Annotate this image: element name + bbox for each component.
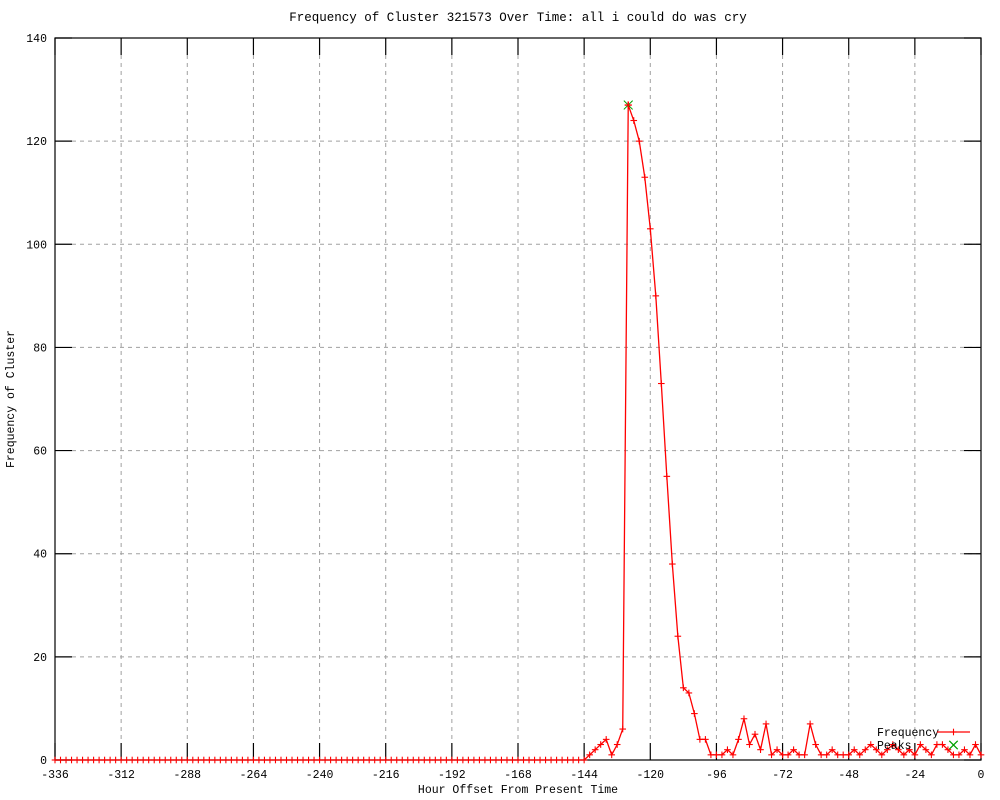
svg-text:100: 100 [26, 239, 47, 252]
svg-text:-96: -96 [706, 769, 727, 782]
svg-text:Frequency: Frequency [877, 727, 939, 740]
svg-text:-264: -264 [240, 769, 268, 782]
svg-text:-48: -48 [838, 769, 859, 782]
svg-text:Frequency of Cluster: Frequency of Cluster [5, 330, 18, 468]
svg-text:-312: -312 [107, 769, 135, 782]
svg-text:40: 40 [33, 549, 47, 562]
svg-text:-240: -240 [306, 769, 334, 782]
svg-text:Frequency of Cluster 321573 Ov: Frequency of Cluster 321573 Over Time: a… [289, 11, 747, 25]
svg-text:Hour Offset From Present Time: Hour Offset From Present Time [418, 784, 618, 797]
svg-text:120: 120 [26, 136, 47, 149]
svg-text:-168: -168 [504, 769, 532, 782]
svg-text:140: 140 [26, 33, 47, 46]
svg-text:0: 0 [40, 755, 47, 768]
svg-text:Peaks: Peaks [877, 740, 912, 753]
svg-text:80: 80 [33, 342, 47, 355]
svg-text:20: 20 [33, 652, 47, 665]
svg-text:0: 0 [978, 769, 985, 782]
svg-text:-24: -24 [904, 769, 925, 782]
svg-text:-192: -192 [438, 769, 466, 782]
svg-text:-216: -216 [372, 769, 400, 782]
svg-text:60: 60 [33, 446, 47, 459]
svg-text:-72: -72 [772, 769, 793, 782]
svg-text:-144: -144 [570, 769, 598, 782]
svg-text:-336: -336 [41, 769, 69, 782]
svg-text:-288: -288 [173, 769, 201, 782]
svg-text:-120: -120 [636, 769, 664, 782]
